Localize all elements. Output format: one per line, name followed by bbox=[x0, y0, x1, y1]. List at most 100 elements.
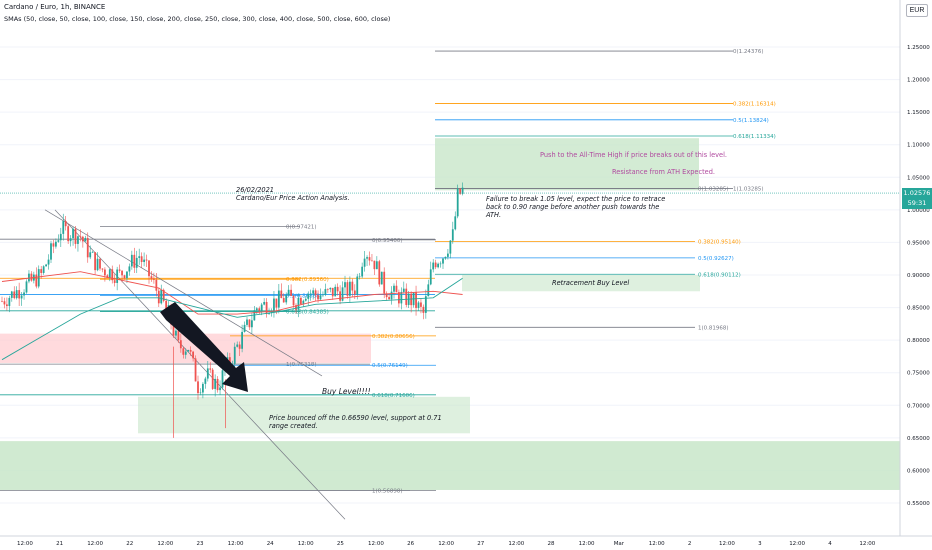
currency-button[interactable]: EUR bbox=[906, 4, 928, 17]
candle-body bbox=[55, 241, 57, 247]
candle-body bbox=[351, 281, 354, 291]
candle-body bbox=[130, 254, 133, 267]
candle-body bbox=[10, 291, 13, 298]
candle-body bbox=[236, 344, 239, 347]
candle-body bbox=[280, 290, 283, 299]
candle-body bbox=[197, 381, 199, 394]
candle-body bbox=[307, 293, 310, 299]
sma-red-line bbox=[1, 271, 463, 315]
candle-body bbox=[451, 229, 454, 241]
candle-body bbox=[121, 270, 123, 276]
candle-body bbox=[219, 387, 221, 391]
candle-body bbox=[25, 281, 28, 293]
price-axis-tick: 1.20000 bbox=[907, 78, 930, 84]
candle-body bbox=[106, 275, 109, 279]
fib-level-label: 0(1.03285) bbox=[698, 186, 729, 192]
candle-body bbox=[378, 261, 381, 285]
candle-body bbox=[64, 221, 67, 227]
fib-level-label: 0.618(0.90112) bbox=[698, 272, 741, 278]
candle-body bbox=[246, 319, 248, 325]
candle-body bbox=[270, 310, 273, 314]
candle-body bbox=[8, 297, 11, 307]
candle-body bbox=[358, 276, 361, 278]
candle-body bbox=[251, 320, 253, 328]
time-axis-tick: 22 bbox=[126, 541, 133, 547]
candle-body bbox=[6, 304, 8, 307]
price-axis-tick: 1.10000 bbox=[907, 143, 930, 149]
candle-body bbox=[400, 291, 403, 304]
time-axis-tick: 12:00 bbox=[157, 541, 173, 547]
indicator-legend[interactable]: SMAs (50, close, 50, close, 100, close, … bbox=[4, 15, 391, 23]
candle-body bbox=[145, 259, 148, 261]
candle-body bbox=[91, 252, 94, 253]
candle-body bbox=[228, 357, 231, 365]
current-price-tag: 1.02576 59:31 bbox=[902, 188, 932, 209]
candle-body bbox=[40, 269, 43, 273]
candle-body bbox=[187, 349, 190, 352]
price-axis-tick: 1.05000 bbox=[907, 175, 930, 181]
trendline-upper bbox=[44, 209, 323, 377]
candle-body bbox=[277, 290, 280, 308]
time-axis-tick: 12:00 bbox=[508, 541, 524, 547]
candle-body bbox=[255, 308, 258, 311]
candle-body bbox=[86, 237, 89, 258]
candle-body bbox=[402, 288, 405, 292]
sma-green-line bbox=[1, 277, 463, 361]
candle-body bbox=[177, 330, 180, 341]
candle-body bbox=[447, 253, 449, 257]
candle-body bbox=[199, 392, 202, 394]
candle-body bbox=[184, 351, 187, 355]
candle-body bbox=[150, 276, 153, 279]
candle-body bbox=[282, 298, 285, 303]
candle-body bbox=[344, 282, 346, 288]
time-axis-tick: 12:00 bbox=[368, 541, 384, 547]
time-axis-tick: 12:00 bbox=[859, 541, 875, 547]
retracement-zone bbox=[462, 275, 700, 292]
candle-body bbox=[424, 296, 427, 313]
candle-body bbox=[437, 263, 439, 268]
candle-body bbox=[62, 221, 65, 234]
fib-level-label: 0.618(0.84385) bbox=[286, 310, 329, 316]
price-axis-tick: 0.60000 bbox=[907, 468, 930, 474]
time-axis-tick: 12:00 bbox=[719, 541, 735, 547]
candle-body bbox=[30, 273, 33, 281]
candle-body bbox=[292, 295, 295, 306]
candle-body bbox=[273, 298, 275, 311]
analysis-title-note: 26/02/2021 Cardano/Eur Price Action Anal… bbox=[236, 186, 350, 202]
candle-body bbox=[204, 378, 207, 384]
candle-body bbox=[258, 308, 261, 311]
candle-body bbox=[420, 302, 422, 307]
candle-body bbox=[138, 256, 141, 258]
candle-body bbox=[322, 294, 324, 296]
candle-body bbox=[162, 289, 165, 301]
candle-body bbox=[241, 331, 243, 349]
candle-body bbox=[353, 290, 356, 295]
candle-body bbox=[461, 187, 464, 194]
candle-body bbox=[302, 300, 305, 305]
candle-body bbox=[111, 269, 114, 281]
candle-body bbox=[331, 287, 334, 297]
candle-body bbox=[312, 290, 315, 294]
candle-body bbox=[216, 378, 219, 391]
candle-body bbox=[263, 301, 266, 305]
fib-level-label: 0.382(1.16314) bbox=[733, 102, 776, 108]
candle-body bbox=[341, 287, 344, 301]
candle-body bbox=[99, 258, 101, 269]
time-axis-tick: 3 bbox=[758, 541, 762, 547]
candle-body bbox=[304, 298, 307, 301]
candle-body bbox=[3, 301, 6, 305]
candle-body bbox=[432, 262, 435, 270]
candle-body bbox=[113, 280, 116, 283]
candle-body bbox=[79, 236, 82, 237]
price-axis-tick: 0.65000 bbox=[907, 436, 930, 442]
time-axis-tick: 12:00 bbox=[298, 541, 314, 547]
candle-body bbox=[295, 305, 297, 310]
candle-body bbox=[104, 269, 106, 276]
candle-body bbox=[383, 271, 386, 294]
resistance-zone-ath bbox=[435, 138, 699, 191]
candle-body bbox=[47, 259, 50, 265]
time-axis-tick: 24 bbox=[267, 541, 274, 547]
candle-body bbox=[390, 291, 393, 300]
price-axis-tick: 0.55000 bbox=[907, 501, 930, 507]
